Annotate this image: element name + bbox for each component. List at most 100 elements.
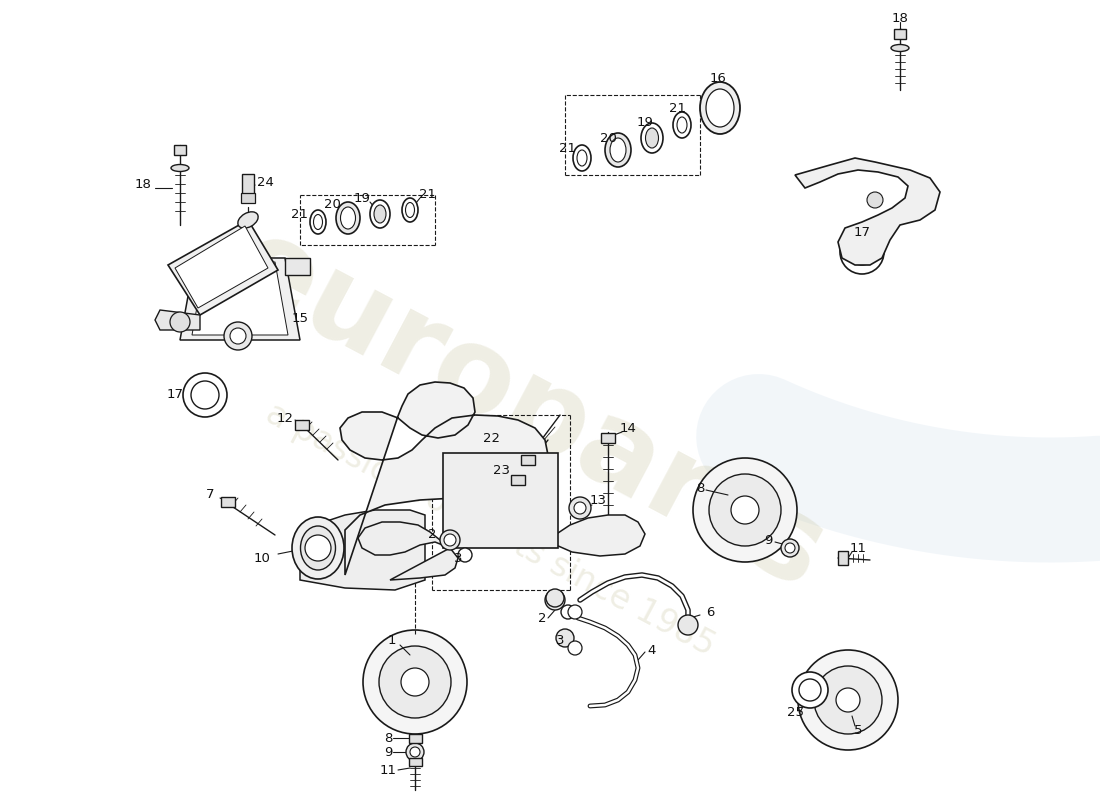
Circle shape — [840, 230, 884, 274]
Circle shape — [224, 322, 252, 350]
Circle shape — [732, 496, 759, 524]
Circle shape — [406, 743, 424, 761]
Polygon shape — [340, 382, 548, 575]
Text: 8: 8 — [384, 731, 393, 745]
Text: 7: 7 — [206, 489, 214, 502]
Circle shape — [458, 548, 472, 562]
Circle shape — [836, 688, 860, 712]
Circle shape — [693, 458, 798, 562]
Text: 15: 15 — [292, 311, 308, 325]
FancyBboxPatch shape — [174, 145, 186, 155]
Text: 21: 21 — [670, 102, 686, 114]
FancyBboxPatch shape — [408, 758, 421, 766]
Text: 20: 20 — [323, 198, 340, 211]
Ellipse shape — [292, 517, 344, 579]
Ellipse shape — [573, 145, 591, 171]
Text: 1: 1 — [387, 634, 396, 646]
Circle shape — [191, 381, 219, 409]
Polygon shape — [285, 258, 310, 275]
Text: 22: 22 — [484, 431, 500, 445]
Text: 2: 2 — [428, 529, 437, 542]
Circle shape — [440, 530, 460, 550]
Ellipse shape — [370, 200, 390, 228]
Circle shape — [556, 629, 574, 647]
Polygon shape — [175, 226, 268, 308]
FancyBboxPatch shape — [521, 455, 535, 465]
Circle shape — [574, 502, 586, 514]
Ellipse shape — [700, 82, 740, 134]
Circle shape — [544, 590, 565, 610]
Polygon shape — [556, 515, 645, 556]
Ellipse shape — [341, 207, 355, 229]
Text: 19: 19 — [353, 191, 371, 205]
Polygon shape — [795, 158, 940, 265]
Polygon shape — [300, 510, 425, 590]
FancyBboxPatch shape — [242, 174, 254, 196]
Ellipse shape — [374, 205, 386, 223]
Circle shape — [410, 747, 420, 757]
Text: a passion for parts since 1985: a passion for parts since 1985 — [260, 397, 720, 663]
Text: europarts: europarts — [216, 206, 845, 614]
Polygon shape — [358, 522, 458, 580]
Circle shape — [170, 312, 190, 332]
Ellipse shape — [891, 45, 909, 51]
Text: 19: 19 — [637, 115, 653, 129]
Circle shape — [363, 630, 468, 734]
Ellipse shape — [238, 212, 258, 228]
Text: 24: 24 — [256, 175, 274, 189]
Circle shape — [798, 650, 898, 750]
Text: 23: 23 — [494, 463, 510, 477]
Circle shape — [546, 589, 564, 607]
Circle shape — [183, 373, 227, 417]
Polygon shape — [180, 258, 300, 340]
Circle shape — [230, 328, 246, 344]
Text: 9: 9 — [384, 746, 393, 758]
Text: 18: 18 — [134, 178, 152, 191]
Circle shape — [305, 535, 331, 561]
FancyBboxPatch shape — [295, 420, 309, 430]
Text: 4: 4 — [648, 643, 657, 657]
Text: 16: 16 — [710, 71, 726, 85]
FancyBboxPatch shape — [241, 193, 255, 203]
Ellipse shape — [406, 202, 415, 218]
Circle shape — [568, 605, 582, 619]
Text: 3: 3 — [453, 551, 462, 565]
Text: 17: 17 — [166, 389, 184, 402]
Text: 13: 13 — [590, 494, 606, 506]
Ellipse shape — [578, 150, 587, 166]
FancyBboxPatch shape — [221, 497, 235, 507]
Text: 21: 21 — [292, 209, 308, 222]
Polygon shape — [214, 240, 255, 258]
Text: 11: 11 — [379, 763, 396, 777]
Text: 12: 12 — [276, 411, 294, 425]
FancyBboxPatch shape — [442, 453, 558, 547]
Ellipse shape — [336, 202, 360, 234]
Circle shape — [814, 666, 882, 734]
Polygon shape — [192, 262, 288, 335]
Circle shape — [379, 646, 451, 718]
Circle shape — [785, 543, 795, 553]
Text: 25: 25 — [786, 706, 803, 718]
Polygon shape — [168, 220, 278, 315]
Ellipse shape — [402, 198, 418, 222]
Circle shape — [710, 474, 781, 546]
Circle shape — [781, 539, 799, 557]
Text: 21: 21 — [560, 142, 576, 154]
Ellipse shape — [300, 526, 336, 570]
Circle shape — [568, 641, 582, 655]
Ellipse shape — [673, 112, 691, 138]
Ellipse shape — [310, 210, 326, 234]
Text: 20: 20 — [600, 131, 616, 145]
Text: 18: 18 — [892, 11, 909, 25]
FancyBboxPatch shape — [408, 734, 421, 742]
Circle shape — [799, 679, 821, 701]
Circle shape — [561, 605, 575, 619]
Circle shape — [569, 497, 591, 519]
Text: 9: 9 — [763, 534, 772, 546]
Text: 5: 5 — [854, 723, 862, 737]
Polygon shape — [155, 310, 200, 330]
Text: 2: 2 — [538, 611, 547, 625]
FancyBboxPatch shape — [601, 433, 615, 443]
Circle shape — [678, 615, 698, 635]
Ellipse shape — [646, 128, 659, 148]
